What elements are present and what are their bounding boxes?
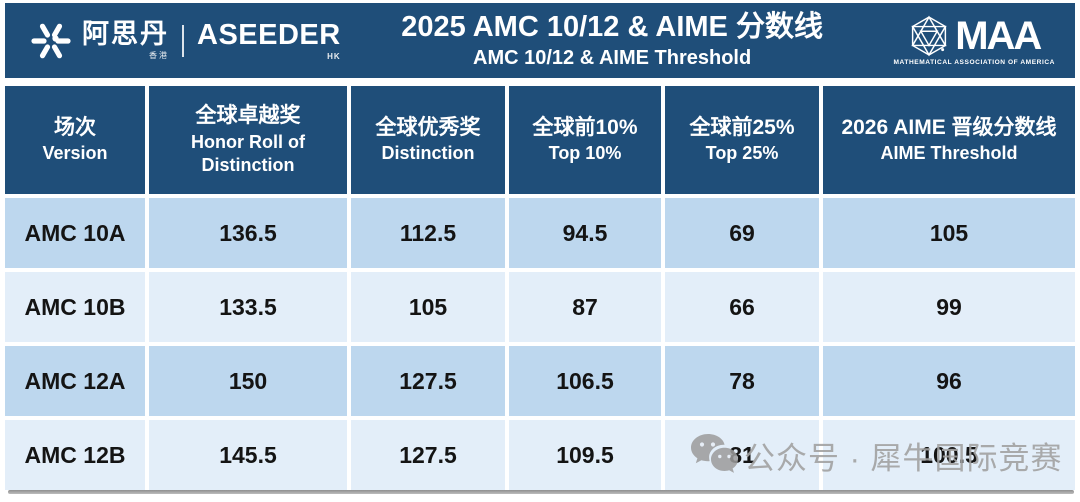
table-cell: 145.5 [149,420,347,490]
col-header-top25: 全球前25% Top 25% [665,86,819,194]
table-cell: 96 [823,346,1075,416]
col-header-aime-threshold: 2026 AIME 晋级分数线 AIME Threshold [823,86,1075,194]
aseeder-logo-cn-text: 阿思丹 [82,19,169,50]
col-header-honor-roll-cn: 全球卓越奖 [195,104,301,128]
col-header-top10-en: Top 10% [548,143,622,164]
table-bottom-shadow [8,490,1074,494]
table-cell: 81 [665,420,819,490]
aseeder-logo-en: ASEEDER HK [197,19,341,61]
page-title: 2025 AMC 10/12 & AIME 分数线 [401,10,823,43]
logo-divider [182,24,184,57]
table-cell: 105 [823,198,1075,268]
maa-caption: MATHEMATICAL ASSOCIATION OF AMERICA [893,59,1055,66]
maa-polyhedron-icon [911,15,947,57]
col-header-version-en: Version [42,143,108,164]
col-header-distinction: 全球优秀奖 Distinction [351,86,505,194]
aseeder-asterisk-icon [31,23,71,58]
maa-name: MAA [955,14,1042,58]
col-header-distinction-en: Distinction [381,143,475,164]
table-cell: 69 [665,198,819,268]
table-row-version: AMC 10A [5,198,145,268]
aseeder-logo-en-text: ASEEDER [197,19,341,52]
table-cell: 133.5 [149,272,347,342]
table-cell: 150 [149,346,347,416]
col-header-version-cn: 场次 [54,116,96,140]
score-table: 场次 Version 全球卓越奖 Honor Roll of Distincti… [5,86,1075,490]
table-row-version: AMC 12B [5,420,145,490]
maa-logo: MAA MATHEMATICAL ASSOCIATION OF AMERICA [894,15,1056,66]
table-row-version: AMC 10B [5,272,145,342]
table-row-version: AMC 12A [5,346,145,416]
aseeder-logo-en-sub: HK [327,51,341,61]
col-header-distinction-cn: 全球优秀奖 [375,116,481,140]
page-subtitle: AMC 10/12 & AIME Threshold [473,47,752,70]
col-header-aime-threshold-cn: 2026 AIME 晋级分数线 [841,116,1057,140]
aseeder-logo-cn: 阿思丹 香港 [82,20,169,60]
table-cell: 109.5 [509,420,661,490]
table-cell: 87 [509,272,661,342]
table-cell: 100.5 [823,420,1075,490]
table-cell: 127.5 [351,420,505,490]
top-banner: 阿思丹 香港 ASEEDER HK 2025 AMC 10/12 & AIME … [5,3,1075,78]
aseeder-logo-cn-sub: 香港 [149,50,169,60]
col-header-top25-cn: 全球前25% [689,116,795,140]
table-cell: 106.5 [509,346,661,416]
table-cell: 105 [351,272,505,342]
col-header-aime-threshold-en: AIME Threshold [880,143,1018,164]
aseeder-logo: 阿思丹 香港 ASEEDER HK [31,19,341,61]
table-cell: 66 [665,272,819,342]
col-header-top10-cn: 全球前10% [532,116,638,140]
col-header-top25-en: Top 25% [705,143,779,164]
banner-title-block: 2025 AMC 10/12 & AIME 分数线 AMC 10/12 & AI… [341,11,894,70]
table-cell: 112.5 [351,198,505,268]
col-header-honor-roll: 全球卓越奖 Honor Roll of Distinction [149,86,347,194]
col-header-top10: 全球前10% Top 10% [509,86,661,194]
table-cell: 78 [665,346,819,416]
col-header-version: 场次 Version [5,86,145,194]
table-cell: 127.5 [351,346,505,416]
table-cell: 94.5 [509,198,661,268]
col-header-honor-roll-en: Honor Roll of Distinction [191,131,305,176]
table-cell: 136.5 [149,198,347,268]
table-cell: 99 [823,272,1075,342]
